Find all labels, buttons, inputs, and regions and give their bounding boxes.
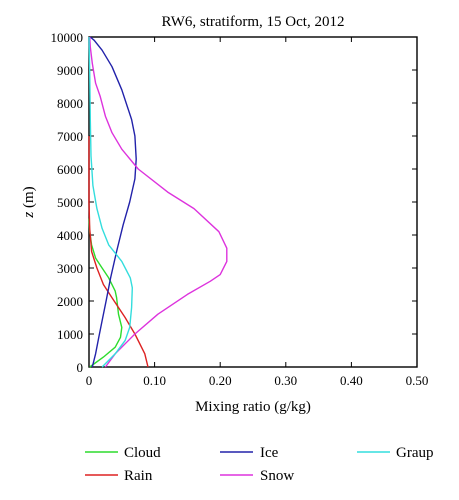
y-tick-label: 4000 [57,228,83,243]
x-axis: 0 0.10 0.20 0.30 0.40 0.50 [86,37,429,388]
x-tick-label: 0.50 [406,373,429,388]
y-tick-label: 2000 [57,294,83,309]
chart-title: RW6, stratiform, 15 Oct, 2012 [162,14,345,30]
y-tick-label: 6000 [57,162,83,177]
series-line-ice [89,36,137,368]
series-line-cloud [88,218,123,368]
y-tick-label: 8000 [57,96,83,111]
x-tick-label: 0.30 [274,373,297,388]
x-tick-label: 0.20 [209,373,232,388]
legend-label-rain: Rain [124,468,153,484]
y-axis-label: z (m) [21,186,37,218]
x-tick-label: 0.10 [143,373,166,388]
y-tick-label: 0 [77,360,84,375]
y-tick-label: 7000 [57,129,83,144]
series-lines [88,36,228,368]
y-tick-label: 9000 [57,63,83,78]
y-tick-label: 5000 [57,195,83,210]
x-tick-label: 0.40 [340,373,363,388]
y-tick-label: 10000 [51,30,84,45]
legend: Cloud Rain Ice Snow Graup [85,445,434,484]
y-tick-label: 1000 [57,327,83,342]
legend-label-cloud: Cloud [124,445,161,461]
legend-label-ice: Ice [260,445,279,461]
plot-frame [88,36,418,368]
y-tick-label: 3000 [57,261,83,276]
series-line-rain [88,136,149,368]
legend-label-graup: Graup [396,445,434,461]
series-line-snow [89,36,228,368]
x-tick-label: 0 [86,373,93,388]
legend-label-snow: Snow [260,468,294,484]
y-axis: 0 1000 2000 3000 4000 5000 6000 7000 8000 9000 100… [51,30,417,375]
x-axis-label: Mixing ratio (g/kg) [195,399,311,415]
series-line-graup [88,36,133,368]
